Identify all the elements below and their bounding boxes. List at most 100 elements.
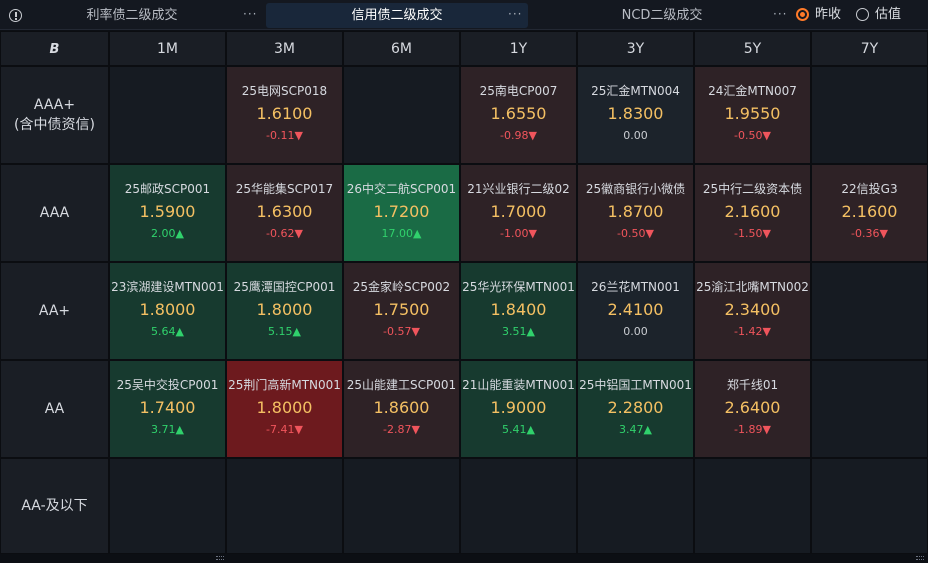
column-header-7y[interactable]: 7Y [811, 31, 928, 66]
bond-name: 21山能重装MTN001 [462, 378, 575, 392]
tab-credit-bond[interactable] [266, 3, 528, 28]
bond-yield: 1.9000 [490, 398, 547, 417]
bond-cell[interactable]: 25中铝国工MTN001 2.2800 3.47▲ [577, 360, 694, 458]
bond-change: -2.87▼ [383, 423, 420, 436]
bond-cell[interactable]: 21山能重装MTN001 1.9000 5.41▲ [460, 360, 577, 458]
bond-change: -0.11▼ [266, 129, 303, 142]
bond-name: 25金家岭SCP002 [352, 280, 451, 294]
corner-header: B [0, 31, 109, 66]
bond-change: 5.41▲ [502, 423, 535, 436]
bond-yield: 2.4100 [607, 300, 664, 319]
bond-cell[interactable]: 25金家岭SCP002 1.7500 -0.57▼ [343, 262, 460, 360]
bond-change: -0.50▼ [617, 227, 654, 240]
info-icon[interactable] [9, 9, 22, 22]
empty-cell [577, 458, 694, 554]
bond-yield: 1.8000 [256, 300, 313, 319]
radio-prev-close[interactable]: 昨收 [796, 7, 852, 23]
grip-handle-icon[interactable] [216, 556, 224, 560]
bond-name: 26兰花MTN001 [591, 280, 680, 294]
bond-name: 21兴业银行二级02 [467, 182, 570, 196]
column-header-3m[interactable]: 3M [226, 31, 343, 66]
bond-yield: 1.7200 [373, 202, 430, 221]
bond-name: 24汇金MTN007 [708, 84, 797, 98]
bond-cell[interactable]: 25中行二级资本债 2.1600 -1.50▼ [694, 164, 811, 262]
bond-cell[interactable]: 郑千线01 2.6400 -1.89▼ [694, 360, 811, 458]
tab-ncd-more-icon[interactable]: ··· [773, 7, 788, 21]
bond-name: 25渝江北嘴MTN002 [696, 280, 809, 294]
bond-change: -0.98▼ [500, 129, 537, 142]
bond-name: 25荆门高新MTN001 [228, 378, 341, 392]
bond-yield: 1.6100 [256, 104, 313, 123]
bond-change: -7.41▼ [266, 423, 303, 436]
bond-yield: 1.8400 [490, 300, 547, 319]
radio-valuation[interactable]: 估值 [856, 7, 912, 23]
bond-change: 0.00 [623, 325, 648, 338]
bond-yield: 1.6550 [490, 104, 547, 123]
bond-name: 25华能集SCP017 [235, 182, 334, 196]
tab-credit-bond-more-icon[interactable]: ··· [508, 7, 523, 21]
bond-name: 25徽商银行小微债 [585, 182, 686, 196]
bond-yield: 1.9550 [724, 104, 781, 123]
bond-cell[interactable]: 25邮政SCP001 1.5900 2.00▲ [109, 164, 226, 262]
row-label: AA [0, 360, 109, 458]
bond-cell[interactable]: 25山能建工SCP001 1.8600 -2.87▼ [343, 360, 460, 458]
column-header-5y[interactable]: 5Y [694, 31, 811, 66]
row-label: AA+ [0, 262, 109, 360]
bond-yield: 2.3400 [724, 300, 781, 319]
bond-change: 2.00▲ [151, 227, 184, 240]
column-header-6m[interactable]: 6M [343, 31, 460, 66]
bond-yield: 1.8700 [607, 202, 664, 221]
bond-cell[interactable]: 25汇金MTN004 1.8300 0.00 [577, 66, 694, 164]
bond-name: 25山能建工SCP001 [346, 378, 457, 392]
tab-rate-bond-more-icon[interactable]: ··· [243, 7, 258, 21]
bond-cell[interactable]: 24汇金MTN007 1.9550 -0.50▼ [694, 66, 811, 164]
empty-cell [109, 66, 226, 164]
bond-change: 5.15▲ [268, 325, 301, 338]
bond-change: -0.62▼ [266, 227, 303, 240]
bond-cell[interactable]: 25华光环保MTN001 1.8400 3.51▲ [460, 262, 577, 360]
row-label-line: AA+ [38, 303, 71, 319]
bond-cell[interactable]: 25渝江北嘴MTN002 2.3400 -1.42▼ [694, 262, 811, 360]
row-label-line: AA-及以下 [21, 498, 88, 514]
bond-yield: 1.8000 [139, 300, 196, 319]
bond-name: 25吴中交投CP001 [116, 378, 219, 392]
bond-cell[interactable]: 25荆门高新MTN001 1.8000 -7.41▼ [226, 360, 343, 458]
bond-change: 17.00▲ [381, 227, 422, 240]
column-header-3y[interactable]: 3Y [577, 31, 694, 66]
tab-ncd[interactable]: NCD二级成交 [621, 8, 703, 23]
bond-yield: 2.6400 [724, 398, 781, 417]
bond-cell[interactable]: 26中交二航SCP001 1.7200 17.00▲ [343, 164, 460, 262]
bond-yield: 2.1600 [724, 202, 781, 221]
bond-cell[interactable]: 25电网SCP018 1.6100 -0.11▼ [226, 66, 343, 164]
bond-name: 22信投G3 [841, 182, 898, 196]
bond-yield: 1.5900 [139, 202, 196, 221]
radio-selected-icon [796, 8, 809, 21]
bottom-resize-bar[interactable] [0, 554, 928, 563]
bond-cell[interactable]: 25吴中交投CP001 1.7400 3.71▲ [109, 360, 226, 458]
bond-change: -0.50▼ [734, 129, 771, 142]
bond-cell[interactable]: 25徽商银行小微债 1.8700 -0.50▼ [577, 164, 694, 262]
bond-cell[interactable]: 25鹰潭国控CP001 1.8000 5.15▲ [226, 262, 343, 360]
tab-rate-bond[interactable]: 利率债二级成交 [86, 8, 178, 23]
row-label-line: AAA [39, 205, 70, 221]
bond-name: 25汇金MTN004 [591, 84, 680, 98]
row-label-line: AAA+ [33, 97, 76, 113]
bond-cell[interactable]: 26兰花MTN001 2.4100 0.00 [577, 262, 694, 360]
bond-cell[interactable]: 22信投G3 2.1600 -0.36▼ [811, 164, 928, 262]
bond-cell[interactable]: 21兴业银行二级02 1.7000 -1.00▼ [460, 164, 577, 262]
bond-cell[interactable]: 25华能集SCP017 1.6300 -0.62▼ [226, 164, 343, 262]
bond-yield: 1.8000 [256, 398, 313, 417]
grip-handle-icon[interactable] [916, 556, 924, 560]
column-header-1y[interactable]: 1Y [460, 31, 577, 66]
rating-logo-icon: B [49, 42, 60, 57]
bond-cell[interactable]: 23滨湖建设MTN001 1.8000 5.64▲ [109, 262, 226, 360]
empty-cell [343, 66, 460, 164]
column-header-1m[interactable]: 1M [109, 31, 226, 66]
bond-yield: 1.7500 [373, 300, 430, 319]
radio-valuation-label: 估值 [875, 7, 902, 22]
bond-yield: 1.7400 [139, 398, 196, 417]
bond-cell[interactable]: 25南电CP007 1.6550 -0.98▼ [460, 66, 577, 164]
empty-cell [460, 458, 577, 554]
top-bar: 利率债二级成交 ··· 信用债二级成交 ··· NCD二级成交 ··· 昨收 估… [0, 0, 928, 30]
row-label: AAA [0, 164, 109, 262]
